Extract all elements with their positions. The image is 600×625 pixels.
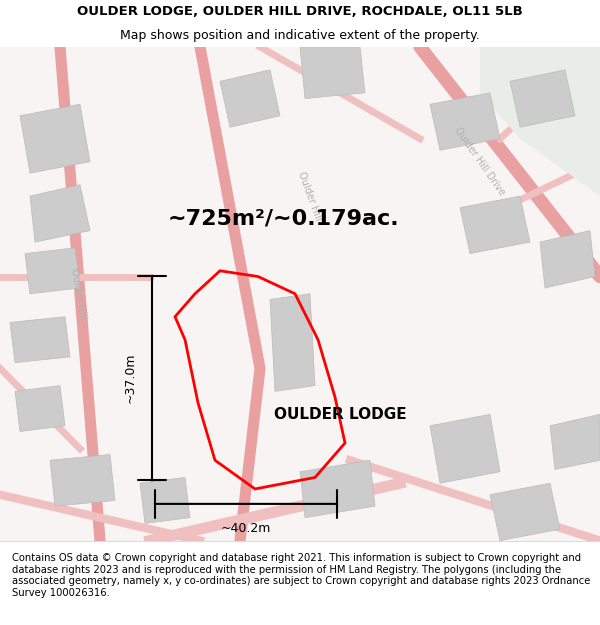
Polygon shape [300, 460, 375, 518]
Polygon shape [490, 483, 560, 541]
Text: OULDER LODGE, OULDER HILL DRIVE, ROCHDALE, OL11 5LB: OULDER LODGE, OULDER HILL DRIVE, ROCHDAL… [77, 5, 523, 18]
Text: Contains OS data © Crown copyright and database right 2021. This information is : Contains OS data © Crown copyright and d… [12, 553, 590, 598]
Text: Oulder Hill: Oulder Hill [296, 170, 323, 222]
Text: ~37.0m: ~37.0m [124, 353, 137, 403]
Text: Oulder Hill Drive: Oulder Hill Drive [453, 126, 507, 198]
Text: ~40.2m: ~40.2m [221, 522, 271, 535]
Polygon shape [300, 47, 365, 99]
Polygon shape [20, 104, 90, 173]
Polygon shape [15, 386, 65, 431]
Polygon shape [550, 414, 600, 469]
Polygon shape [430, 414, 500, 483]
Text: ~725m²/~0.179ac.: ~725m²/~0.179ac. [168, 209, 400, 229]
Text: Map shows position and indicative extent of the property.: Map shows position and indicative extent… [120, 29, 480, 42]
Polygon shape [50, 454, 115, 506]
Text: OULDER LODGE: OULDER LODGE [274, 407, 406, 422]
Text: Oulder Hill: Oulder Hill [68, 268, 88, 320]
Polygon shape [460, 196, 530, 254]
Polygon shape [10, 317, 70, 362]
Polygon shape [430, 92, 500, 150]
Polygon shape [25, 248, 80, 294]
Polygon shape [30, 184, 90, 242]
Polygon shape [540, 231, 595, 288]
Polygon shape [140, 478, 190, 523]
Polygon shape [510, 70, 575, 128]
Polygon shape [480, 47, 600, 196]
Polygon shape [220, 70, 280, 128]
Polygon shape [270, 294, 315, 391]
